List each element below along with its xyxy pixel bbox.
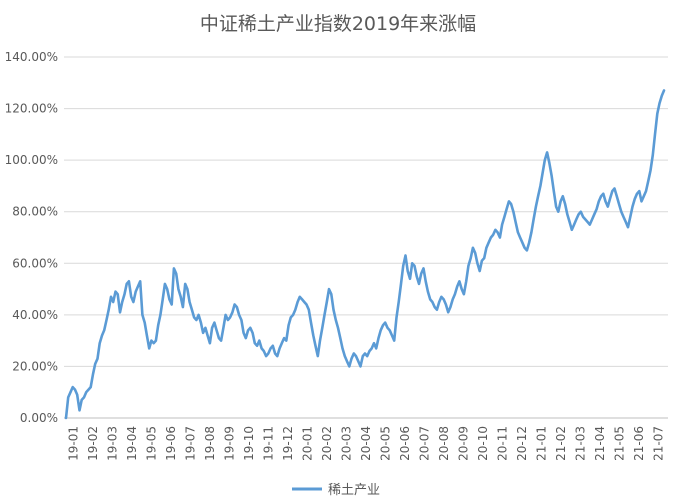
x-tick-label: 19-07 — [184, 426, 198, 461]
y-tick-label: 140.00% — [5, 50, 58, 64]
x-tick-label: 19-10 — [242, 426, 256, 461]
x-tick-label: 20-01 — [301, 426, 315, 461]
x-tick-label: 20-08 — [437, 426, 451, 461]
x-tick-label: 21-02 — [554, 426, 568, 461]
x-tick-label: 21-01 — [534, 426, 548, 461]
x-tick-label: 19-11 — [262, 426, 276, 461]
x-tick-label: 21-05 — [612, 426, 626, 461]
x-tick-label: 20-06 — [398, 426, 412, 461]
gridlines — [64, 56, 668, 367]
x-tick-label: 19-12 — [281, 426, 295, 461]
series-layer — [64, 89, 666, 420]
x-tick-label: 20-09 — [456, 426, 470, 461]
y-tick-label: 40.00% — [12, 308, 58, 322]
x-tick-label: 20-04 — [359, 426, 373, 461]
y-tick-label: 80.00% — [12, 205, 58, 219]
y-tick-label: 0.00% — [20, 411, 58, 425]
x-tick-label: 21-03 — [573, 426, 587, 461]
series-line-rare-earth — [64, 89, 666, 420]
x-tick-label: 21-07 — [651, 426, 665, 461]
y-tick-label: 100.00% — [5, 153, 58, 167]
x-tick-label: 19-08 — [203, 426, 217, 461]
chart-title: 中证稀土产业指数2019年来涨幅 — [200, 13, 476, 35]
legend-label: 稀土产业 — [328, 483, 380, 498]
y-tick-label: 60.00% — [12, 256, 58, 270]
x-tick-label: 19-02 — [86, 426, 100, 461]
x-tick-label: 19-09 — [223, 426, 237, 461]
y-tick-label: 120.00% — [5, 102, 58, 116]
x-tick-label: 20-12 — [515, 426, 529, 461]
x-tick-label: 20-03 — [340, 426, 354, 461]
x-tick-label: 20-07 — [417, 426, 431, 461]
x-tick-label: 20-05 — [378, 426, 392, 461]
y-axis-ticks: 0.00% 20.00% 40.00% 60.00% 80.00% 100.00% 120.… — [5, 50, 58, 425]
x-tick-label: 20-10 — [476, 426, 490, 461]
y-tick-label: 20.00% — [12, 359, 58, 373]
x-tick-label: 19-03 — [106, 426, 120, 461]
x-tick-label: 21-04 — [593, 426, 607, 461]
legend: 稀土产业 — [292, 483, 380, 498]
x-tick-label: 20-02 — [320, 426, 334, 461]
x-axis: 19-01 19-02 19-03 19-04 19-05 19-06 19-07 19-08… — [64, 417, 668, 461]
x-tick-label: 19-05 — [145, 426, 159, 461]
x-tick-label: 21-06 — [632, 426, 646, 461]
x-tick-label: 19-01 — [67, 426, 81, 461]
x-tick-label: 19-04 — [125, 426, 139, 461]
x-tick-label: 20-11 — [495, 426, 509, 461]
x-tick-label: 19-06 — [164, 426, 178, 461]
